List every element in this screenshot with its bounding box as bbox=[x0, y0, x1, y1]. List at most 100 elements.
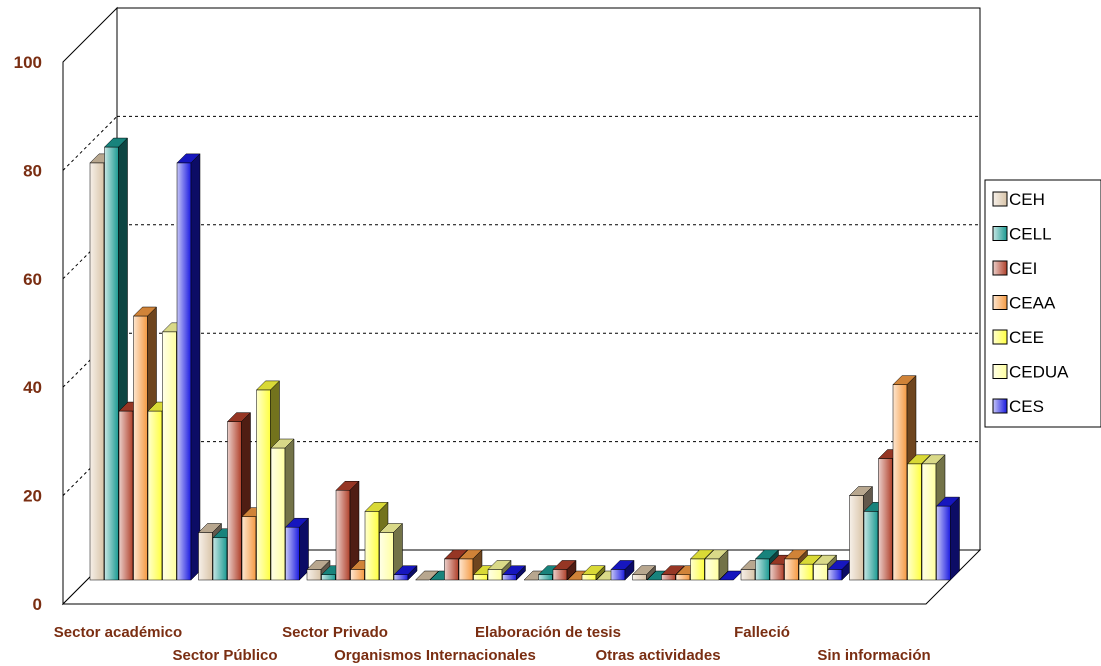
bar-front bbox=[538, 574, 553, 581]
bar-front bbox=[936, 505, 951, 581]
bar-front bbox=[740, 569, 756, 581]
bar-front bbox=[270, 447, 286, 581]
bar-front bbox=[285, 526, 300, 581]
bar-front bbox=[610, 569, 626, 581]
x-tick-label: Elaboración de tesis bbox=[475, 624, 621, 641]
bar-front bbox=[813, 563, 828, 581]
bar-front bbox=[878, 458, 893, 581]
bar bbox=[393, 565, 418, 581]
bar-front bbox=[704, 558, 720, 581]
x-tick-label: Sector académico bbox=[54, 624, 182, 641]
x-tick-label: Sin información bbox=[817, 647, 930, 664]
bar-front bbox=[755, 558, 770, 581]
bar-front bbox=[798, 563, 814, 581]
bar-front bbox=[89, 162, 105, 581]
gridline-side bbox=[62, 116, 118, 171]
bar-front bbox=[552, 569, 568, 581]
bar bbox=[827, 559, 852, 581]
bar-front bbox=[162, 331, 177, 581]
bar-side bbox=[718, 549, 729, 581]
bar-front bbox=[502, 574, 517, 581]
legend-swatch bbox=[992, 260, 1008, 276]
bar-front bbox=[350, 569, 365, 581]
bar-front bbox=[849, 495, 864, 581]
x-tick-label: Falleció bbox=[734, 624, 790, 641]
bar bbox=[631, 565, 657, 581]
bars bbox=[89, 137, 961, 581]
bar bbox=[935, 496, 961, 581]
x-tick-label: Otras actividades bbox=[595, 647, 720, 664]
bar-front bbox=[581, 574, 597, 581]
legend-label: CEAA bbox=[1009, 294, 1056, 313]
bar-front bbox=[827, 569, 843, 581]
bar bbox=[284, 517, 310, 581]
bar-front bbox=[306, 569, 322, 581]
bar-side bbox=[516, 565, 526, 581]
bar-front bbox=[364, 511, 380, 581]
legend-items: CEH CELL CEI CEAA CEE CEDUA CES bbox=[992, 190, 1069, 416]
bar-front bbox=[675, 574, 691, 581]
legend-swatch bbox=[992, 191, 1008, 207]
bar bbox=[552, 559, 577, 581]
bar-front bbox=[690, 558, 705, 581]
y-tick-label: 20 bbox=[23, 487, 42, 506]
legend-label: CEDUA bbox=[1009, 363, 1069, 382]
y-tick-label: 80 bbox=[23, 161, 42, 180]
bar-front bbox=[227, 421, 242, 581]
bar-front bbox=[212, 537, 228, 581]
x-tick-label: Sector Público bbox=[172, 647, 277, 664]
bar-front bbox=[198, 532, 213, 581]
bar-front bbox=[444, 558, 459, 581]
bar-front bbox=[892, 384, 908, 581]
x-tick-label: Sector Privado bbox=[282, 624, 388, 641]
bar bbox=[176, 153, 201, 581]
legend-swatch bbox=[992, 398, 1008, 414]
bar bbox=[704, 549, 729, 581]
bar-front bbox=[661, 574, 676, 581]
legend-label: CES bbox=[1009, 397, 1044, 416]
bar bbox=[501, 565, 527, 581]
y-axis-ticks: 0 20 40 60 80 100 bbox=[14, 53, 42, 614]
bar-side bbox=[429, 570, 439, 581]
bar-front bbox=[176, 162, 192, 581]
legend-swatch bbox=[992, 295, 1008, 310]
bar bbox=[414, 570, 440, 581]
bar-front bbox=[321, 574, 336, 581]
bar-side bbox=[566, 559, 577, 581]
bar bbox=[581, 565, 606, 581]
bar-side bbox=[407, 565, 418, 581]
bar-front bbox=[921, 463, 937, 581]
y-tick-label: 40 bbox=[23, 378, 42, 397]
bar-front bbox=[118, 410, 134, 581]
bar bbox=[610, 559, 635, 581]
bar-front bbox=[487, 569, 503, 581]
x-axis-labels: Sector académico Sector Público Sector Pri… bbox=[54, 624, 931, 664]
bar-front bbox=[335, 489, 351, 581]
legend-label: CELL bbox=[1009, 225, 1052, 244]
bar-front bbox=[784, 558, 799, 581]
bar-side bbox=[595, 565, 606, 581]
bar-front bbox=[104, 146, 119, 581]
bar-side bbox=[950, 496, 960, 581]
bar-front bbox=[769, 563, 785, 581]
legend-label: CEE bbox=[1009, 328, 1044, 347]
bar-side bbox=[624, 559, 635, 581]
bar-front bbox=[147, 410, 163, 581]
bar-front bbox=[133, 315, 148, 581]
bar-side bbox=[190, 153, 201, 581]
legend-swatch bbox=[992, 329, 1008, 345]
y-tick-label: 0 bbox=[33, 595, 42, 614]
legend: CEH CELL CEI CEAA CEE CEDUA CES bbox=[984, 179, 1101, 428]
x-tick-label: Organismos Internacionales bbox=[334, 647, 536, 664]
legend-label: CEI bbox=[1009, 259, 1037, 278]
bar bbox=[335, 480, 360, 581]
legend-label: CEH bbox=[1009, 190, 1045, 209]
bar-front bbox=[907, 463, 922, 581]
bar-front bbox=[241, 516, 257, 581]
bar-front bbox=[379, 532, 394, 581]
bar-front bbox=[473, 574, 488, 581]
bar-front bbox=[256, 389, 271, 581]
legend-swatch bbox=[992, 226, 1008, 241]
bar-side bbox=[646, 565, 656, 581]
